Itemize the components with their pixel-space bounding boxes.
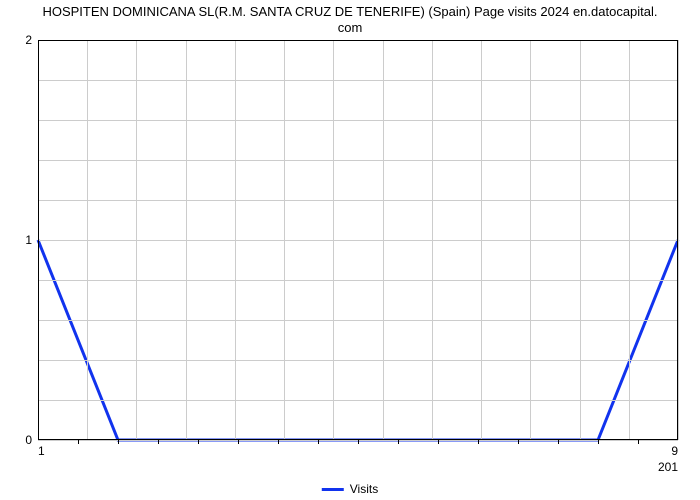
- gridline-v: [333, 40, 334, 440]
- gridline-h: [38, 120, 678, 121]
- gridline-v: [235, 40, 236, 440]
- x-minor-tick: [358, 440, 359, 444]
- gridline-v: [629, 40, 630, 440]
- legend: Visits: [322, 482, 378, 496]
- gridline-v: [580, 40, 581, 440]
- gridline-h: [38, 200, 678, 201]
- gridline-v: [284, 40, 285, 440]
- gridline-v: [530, 40, 531, 440]
- gridline-v: [38, 40, 39, 440]
- legend-swatch: [322, 488, 344, 491]
- x-tick-label: 9: [671, 444, 678, 458]
- y-tick-label: 0: [25, 433, 32, 447]
- x-minor-tick: [238, 440, 239, 444]
- chart-container: HOSPITEN DOMINICANA SL(R.M. SANTA CRUZ D…: [0, 0, 700, 500]
- x-minor-tick: [478, 440, 479, 444]
- x-minor-tick: [318, 440, 319, 444]
- series-line: [38, 240, 678, 440]
- gridline-h: [38, 280, 678, 281]
- gridline-h: [38, 160, 678, 161]
- gridline-h: [38, 320, 678, 321]
- x-sub-label: 201: [658, 460, 678, 474]
- gridline-v: [136, 40, 137, 440]
- gridline-v: [481, 40, 482, 440]
- x-minor-tick: [518, 440, 519, 444]
- gridline-h: [38, 80, 678, 81]
- gridline-v: [186, 40, 187, 440]
- x-minor-tick: [638, 440, 639, 444]
- y-tick-label: 1: [25, 233, 32, 247]
- chart-title: HOSPITEN DOMINICANA SL(R.M. SANTA CRUZ D…: [0, 0, 700, 37]
- x-minor-tick: [438, 440, 439, 444]
- gridline-v: [678, 40, 679, 440]
- plot-area: 01219201: [38, 40, 678, 440]
- chart-title-line2: com: [338, 20, 363, 35]
- gridline-h: [38, 240, 678, 241]
- gridline-v: [383, 40, 384, 440]
- x-minor-tick: [78, 440, 79, 444]
- x-minor-tick: [398, 440, 399, 444]
- x-minor-tick: [198, 440, 199, 444]
- gridline-v: [432, 40, 433, 440]
- gridline-h: [38, 360, 678, 361]
- x-minor-tick: [158, 440, 159, 444]
- gridline-h: [38, 400, 678, 401]
- gridline-v: [87, 40, 88, 440]
- chart-title-line1: HOSPITEN DOMINICANA SL(R.M. SANTA CRUZ D…: [42, 4, 657, 19]
- x-minor-tick: [598, 440, 599, 444]
- x-minor-tick: [278, 440, 279, 444]
- x-minor-tick: [558, 440, 559, 444]
- legend-label: Visits: [350, 482, 378, 496]
- gridline-h: [38, 40, 678, 41]
- x-tick-label: 1: [38, 444, 45, 458]
- x-minor-tick: [118, 440, 119, 444]
- y-tick-label: 2: [25, 33, 32, 47]
